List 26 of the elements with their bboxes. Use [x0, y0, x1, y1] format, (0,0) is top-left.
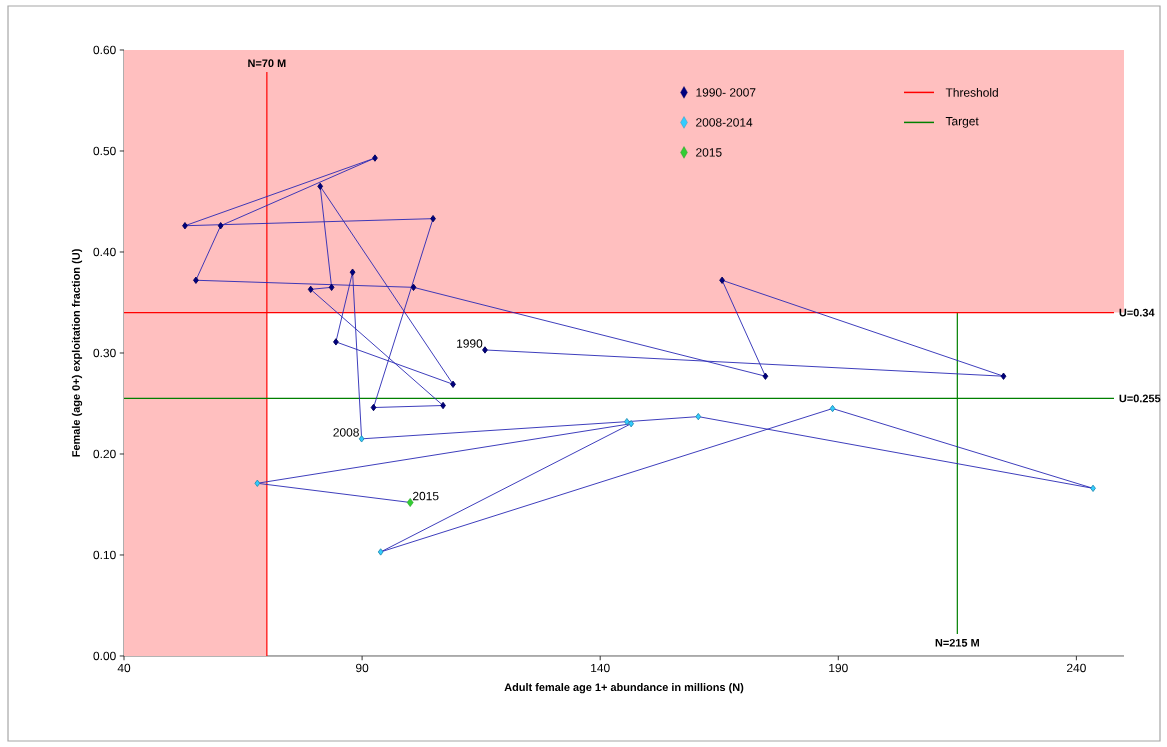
- annotation: Threshold: [945, 88, 998, 97]
- legend-label: 1990- 2007: [696, 88, 756, 97]
- annotation: 2008: [333, 428, 359, 437]
- y-tick-label: 0.20: [93, 449, 116, 459]
- x-tick-label: 140: [591, 663, 610, 673]
- y-tick-label: 0.40: [93, 247, 116, 257]
- annotation: 1990: [457, 339, 483, 348]
- x-tick-label: 190: [829, 663, 848, 673]
- y-tick-label: 0.30: [93, 348, 116, 358]
- x-tick-label: 90: [356, 663, 369, 673]
- x-tick-label: 240: [1067, 663, 1086, 673]
- ref-line-label: U=0.34: [1119, 308, 1155, 317]
- y-tick-label: 0.50: [93, 146, 116, 156]
- y-tick-label: 0.10: [93, 550, 116, 560]
- annotation: Target: [945, 117, 979, 128]
- legend-label: 2008-2014: [696, 118, 753, 127]
- legend-label: 2015: [696, 148, 722, 157]
- annotation: 2015: [412, 491, 439, 501]
- x-tick-label: 40: [117, 663, 131, 673]
- ref-line-label: U=0.255: [1119, 394, 1161, 403]
- y-tick-label: 0.60: [93, 45, 116, 55]
- y-axis-title: Female (age 0+) exploitation fraction (U): [71, 249, 83, 457]
- x-axis-title: Adult female age 1+ abundance in millions (N): [504, 683, 744, 694]
- ref-line-label: N=215 M: [935, 638, 979, 647]
- y-tick-label: 0.00: [93, 651, 116, 661]
- ref-line-label: N=70 M: [248, 59, 286, 68]
